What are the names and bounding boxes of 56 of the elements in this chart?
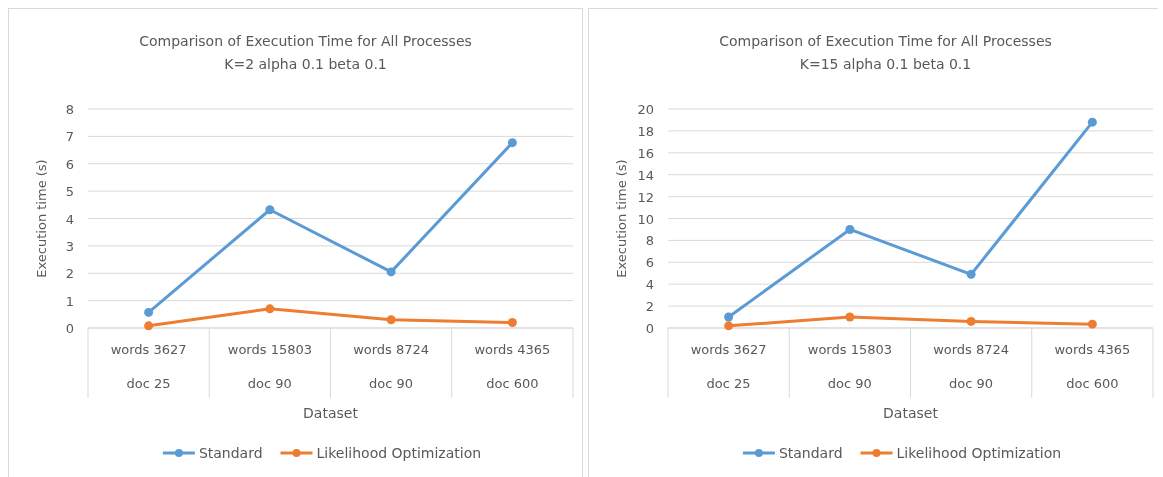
y-tick-label: 12 <box>637 189 654 205</box>
point <box>507 318 517 328</box>
x-axis-title: Dataset <box>883 405 939 421</box>
category-label: words 3627 doc 25 <box>110 342 187 391</box>
point <box>144 307 154 317</box>
point <box>966 269 976 279</box>
point <box>386 315 396 325</box>
y-tick-label: 0 <box>645 321 654 336</box>
y-tick-label: 20 <box>637 102 654 117</box>
category-label: words 15803 doc 90 <box>227 342 312 391</box>
point <box>144 321 154 331</box>
y-axis-title: Execution time (s) <box>34 159 49 278</box>
y-tick-label: 4 <box>645 277 654 293</box>
category-label: words 8724 doc 90 <box>933 342 1010 391</box>
y-tick-label: 2 <box>645 299 654 315</box>
point <box>386 267 396 277</box>
chart-title: Comparison of Execution Time for All Processes <box>139 33 472 49</box>
x-axis-title: Dataset <box>303 405 359 421</box>
y-tick-label: 6 <box>65 156 74 172</box>
category-label: words 8724 doc 90 <box>353 342 430 391</box>
legend-label: Standard <box>778 445 843 461</box>
point <box>845 224 855 234</box>
y-tick-label: 7 <box>65 129 74 145</box>
chart-subtitle: K=15 alpha 0.1 beta 0.1 <box>799 56 972 72</box>
y-tick-label: 2 <box>65 266 74 282</box>
y-tick-label: 0 <box>65 321 74 336</box>
category-label: words 4365 doc 600 <box>1054 342 1131 391</box>
y-tick-label: 14 <box>637 167 654 183</box>
y-tick-label: 5 <box>65 184 74 200</box>
chart-subtitle: K=2 alpha 0.1 beta 0.1 <box>224 56 387 72</box>
legend-label: Likelihood Optimization <box>896 445 1062 461</box>
point <box>724 321 734 331</box>
point <box>845 312 855 322</box>
category-label: words 3627 doc 25 <box>690 342 767 391</box>
point <box>507 138 517 148</box>
point <box>265 205 275 215</box>
legend-label: Likelihood Optimization <box>316 445 482 461</box>
y-tick-label: 16 <box>637 145 654 161</box>
y-tick-label: 1 <box>65 293 74 309</box>
point <box>1087 319 1097 329</box>
chart-title: Comparison of Execution Time for All Processes <box>719 33 1052 49</box>
y-tick-label: 6 <box>645 255 654 271</box>
point <box>1087 117 1097 127</box>
y-tick-label: 4 <box>65 211 74 227</box>
y-tick-label: 8 <box>645 233 654 249</box>
point <box>265 304 275 314</box>
point <box>966 316 976 326</box>
y-axis-title: Execution time (s) <box>614 159 629 278</box>
y-tick-label: 18 <box>637 123 654 139</box>
category-label: words 15803 doc 90 <box>807 342 892 391</box>
y-tick-label: 3 <box>65 238 74 254</box>
point <box>724 312 734 322</box>
category-label: words 4365 doc 600 <box>474 342 551 391</box>
y-tick-label: 10 <box>637 211 654 227</box>
y-tick-label: 8 <box>65 102 74 117</box>
legend-label: Standard <box>198 445 263 461</box>
